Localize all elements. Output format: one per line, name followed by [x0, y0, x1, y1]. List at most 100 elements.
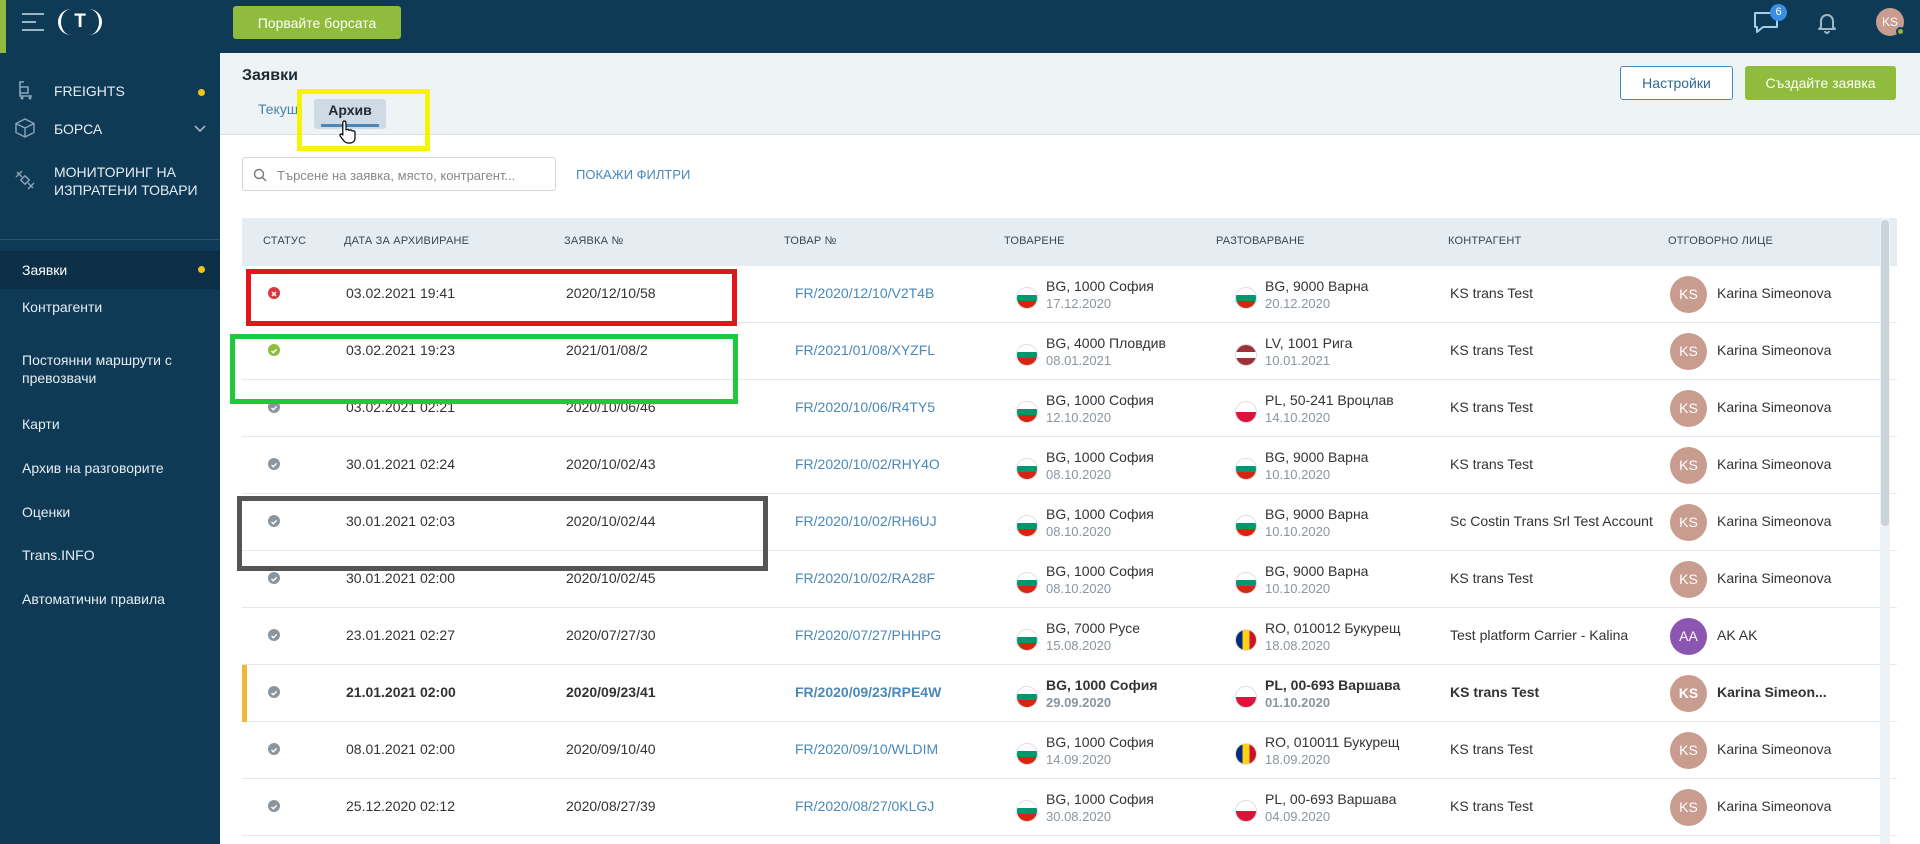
- freight-number-link[interactable]: FR/2020/07/27/PHHPG: [795, 627, 942, 643]
- unloading-place: RO, 010011 Букурещ: [1265, 734, 1400, 750]
- column-header-loading[interactable]: ТОВАРЕНЕ: [1004, 235, 1065, 247]
- column-header-freight-number[interactable]: ТОВАР №: [784, 235, 837, 247]
- order-number: 2020/08/27/39: [566, 798, 656, 814]
- flag-bg-icon: [1016, 800, 1038, 822]
- sidebar-item-auto-rules[interactable]: Автоматични правила: [0, 590, 220, 608]
- app-logo[interactable]: T: [58, 9, 102, 35]
- column-header-contractor[interactable]: КОНТРАГЕНТ: [1448, 235, 1522, 247]
- flag-ro-icon: [1235, 743, 1257, 765]
- table-row[interactable]: 03.02.2021 19:23 2021/01/08/2 FR/2021/01/0…: [242, 323, 1897, 380]
- flag-pl-icon: [1235, 401, 1257, 423]
- sidebar-item-label: БОРСА: [54, 121, 103, 137]
- freight-number-link[interactable]: FR/2020/10/02/RA28F: [795, 570, 936, 586]
- contractor-name: Test platform Carrier - Kalina: [1450, 627, 1629, 643]
- loading-info: BG, 1000 София 14.09.2020: [1046, 733, 1154, 769]
- status-archived-icon: [268, 629, 280, 641]
- sidebar-item-freights[interactable]: FREIGHTS: [0, 69, 220, 113]
- loading-place: BG, 1000 София: [1046, 734, 1154, 750]
- freight-number-link[interactable]: FR/2020/10/02/RH6UJ: [795, 513, 937, 529]
- settings-button[interactable]: Настройки: [1620, 66, 1733, 100]
- column-header-responsible-person[interactable]: ОТГОВОРНО ЛИЦЕ: [1668, 235, 1773, 247]
- freight-number-link[interactable]: FR/2020/10/02/RHY4O: [795, 456, 940, 472]
- responsible-person: Karina Simeonova: [1717, 570, 1832, 586]
- contractor-name: KS trans Test: [1450, 399, 1534, 415]
- table-row[interactable]: 30.01.2021 02:00 2020/10/02/45 FR/2020/10/…: [242, 551, 1897, 608]
- table-row[interactable]: 03.02.2021 02:21 2020/10/06/46 FR/2020/10/…: [242, 380, 1897, 437]
- search-input[interactable]: [277, 164, 547, 186]
- column-header-archive-date[interactable]: ДАТА ЗА АРХИВИРАНЕ: [344, 235, 470, 247]
- loading-place: BG, 1000 София: [1046, 506, 1154, 522]
- table-row[interactable]: 23.01.2021 02:27 2020/07/27/30 FR/2020/07/…: [242, 608, 1897, 665]
- freight-number-link[interactable]: FR/2020/09/23/RPE4W: [795, 684, 942, 700]
- table-row[interactable]: 30.01.2021 02:24 2020/10/02/43 FR/2020/10/…: [242, 437, 1897, 494]
- archive-date: 03.02.2021 19:23: [346, 342, 455, 358]
- menu-icon[interactable]: [22, 13, 46, 31]
- bell-icon[interactable]: [1815, 10, 1839, 34]
- flag-bg-icon: [1016, 287, 1038, 309]
- freight-number-link[interactable]: FR/2020/10/06/R4TY5: [795, 399, 936, 415]
- unread-row-indicator: [242, 665, 247, 722]
- loading-info: BG, 1000 София 08.10.2020: [1046, 562, 1154, 598]
- chevron-down-icon[interactable]: [194, 125, 206, 133]
- sidebar-item-routes[interactable]: Постоянни маршрути с превозвачи: [0, 351, 200, 387]
- table-row[interactable]: 25.12.2020 02:12 2020/08/27/39 FR/2020/08/…: [242, 779, 1897, 836]
- freight-number-link[interactable]: FR/2021/01/08/XYZFL: [795, 342, 936, 358]
- sidebar-item-label: Постоянни маршрути с превозвачи: [22, 352, 172, 386]
- sidebar-item-ratings[interactable]: Оценки: [0, 503, 220, 521]
- column-header-order-number[interactable]: ЗАЯВКА №: [564, 235, 624, 247]
- loading-date: 08.10.2020: [1046, 524, 1112, 539]
- scrollbar-thumb[interactable]: [1881, 220, 1889, 526]
- sidebar-item-monitoring[interactable]: МОНИТОРИНГ НА ИЗПРАТЕНИ ТОВАРИ: [0, 153, 220, 209]
- archive-date: 21.01.2021 02:00: [346, 684, 456, 700]
- table-scrollbar[interactable]: [1880, 218, 1890, 844]
- unloading-place: BG, 9000 Варна: [1265, 506, 1369, 522]
- sidebar-item-label: Контрагенти: [22, 299, 103, 315]
- contractor-name: KS trans Test: [1450, 741, 1534, 757]
- person-avatar: KS: [1670, 447, 1707, 484]
- top-bar: T Порвайте борсата 6 KS: [0, 0, 1920, 53]
- loading-date: 15.08.2020: [1046, 638, 1112, 653]
- person-avatar: KS: [1670, 333, 1707, 370]
- sidebar-item-exchange[interactable]: БОРСА: [0, 107, 220, 151]
- table-row[interactable]: 03.02.2021 19:41 2020/12/10/58 FR/2020/12/…: [242, 266, 1897, 323]
- sidebar-item-chat-archive[interactable]: Архив на разговорите: [0, 459, 220, 477]
- unloading-place: PL, 00-693 Варшава: [1265, 791, 1397, 807]
- column-header-unloading[interactable]: РАЗТОВАРВАНЕ: [1216, 235, 1305, 247]
- page-header: Заявки Текущ Архив Настройки Създайте за…: [220, 53, 1920, 151]
- loading-place: BG, 1000 София: [1046, 563, 1154, 579]
- show-filters-link[interactable]: ПОКАЖИ ФИЛТРИ: [576, 167, 691, 182]
- user-avatar[interactable]: KS: [1876, 8, 1905, 36]
- table-row[interactable]: 21.01.2021 02:00 2020/09/23/41 FR/2020/09/…: [242, 665, 1897, 722]
- tab-current[interactable]: Текущ: [258, 101, 299, 117]
- create-order-button[interactable]: Създайте заявка: [1745, 66, 1896, 100]
- responsible-person: Karina Simeonova: [1717, 399, 1832, 415]
- loading-place: BG, 1000 София: [1046, 278, 1154, 294]
- flag-bg-icon: [1235, 458, 1257, 480]
- person-avatar: KS: [1670, 561, 1707, 598]
- freight-number-link[interactable]: FR/2020/08/27/0KLGJ: [795, 798, 935, 814]
- loading-info: BG, 1000 София 12.10.2020: [1046, 391, 1154, 427]
- loading-place: BG, 1000 София: [1046, 791, 1154, 807]
- sidebar-item-maps[interactable]: Карти: [0, 415, 220, 433]
- tab-archive[interactable]: Архив: [314, 99, 386, 129]
- table-row[interactable]: 08.01.2021 02:00 2020/09/10/40 FR/2020/09/…: [242, 722, 1897, 779]
- responsible-person: AK AK: [1717, 627, 1758, 643]
- responsible-person: Karina Simeonova: [1717, 741, 1832, 757]
- online-status-dot: [1896, 27, 1905, 36]
- responsible-person: Karina Simeonova: [1717, 456, 1832, 472]
- unloading-info: BG, 9000 Варна 10.10.2020: [1265, 505, 1368, 541]
- sidebar-item-transinfo[interactable]: Trans.INFO: [0, 546, 220, 564]
- sidebar-item-contractors[interactable]: Контрагенти: [0, 298, 220, 316]
- sidebar-item-orders[interactable]: Заявки: [0, 251, 220, 289]
- column-header-status[interactable]: СТАТУС: [263, 235, 307, 247]
- unloading-date: 01.10.2020: [1265, 695, 1331, 710]
- flag-bg-icon: [1016, 743, 1038, 765]
- freight-number-link[interactable]: FR/2020/12/10/V2T4B: [795, 285, 935, 301]
- exchange-button[interactable]: Порвайте борсата: [233, 6, 401, 39]
- chat-badge: 6: [1770, 4, 1787, 21]
- table-row[interactable]: 30.01.2021 02:03 2020/10/02/44 FR/2020/10/…: [242, 494, 1897, 551]
- unloading-date: 20.12.2020: [1265, 296, 1331, 311]
- flag-bg-icon: [1016, 458, 1038, 480]
- freight-number-link[interactable]: FR/2020/09/10/WLDIM: [795, 741, 939, 757]
- order-number: 2021/01/08/2: [566, 342, 648, 358]
